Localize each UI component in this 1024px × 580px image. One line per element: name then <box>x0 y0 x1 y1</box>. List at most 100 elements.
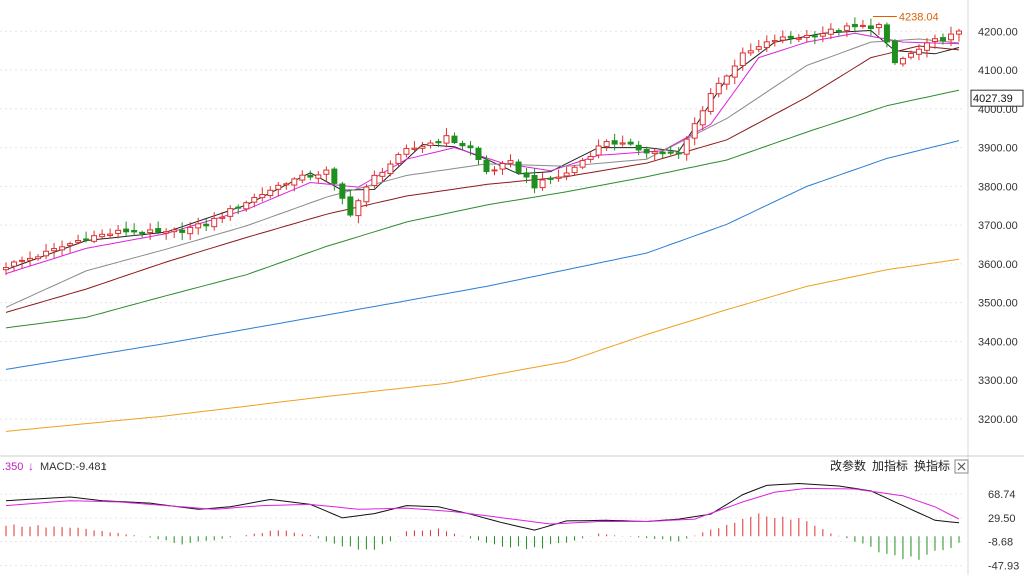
candle[interactable] <box>803 29 810 43</box>
candle[interactable] <box>811 31 818 45</box>
candlesticks[interactable] <box>3 17 962 276</box>
candle[interactable] <box>763 35 770 52</box>
candle[interactable] <box>707 88 714 115</box>
candle[interactable] <box>11 260 18 271</box>
candle[interactable] <box>883 22 890 48</box>
candle[interactable] <box>755 39 762 53</box>
candle[interactable] <box>347 189 354 218</box>
candle[interactable] <box>819 26 826 43</box>
candle[interactable] <box>499 161 506 175</box>
candle[interactable] <box>723 74 730 90</box>
candle[interactable] <box>323 166 330 182</box>
candle[interactable] <box>867 18 874 36</box>
candle[interactable] <box>956 28 962 42</box>
candle[interactable] <box>739 47 746 71</box>
candle[interactable] <box>619 135 626 147</box>
candle[interactable] <box>523 167 530 184</box>
candle[interactable] <box>363 184 370 207</box>
candle[interactable] <box>395 152 402 167</box>
candle[interactable] <box>827 23 834 40</box>
candle[interactable] <box>387 160 394 177</box>
candle[interactable] <box>635 140 642 155</box>
candle[interactable] <box>451 132 458 145</box>
switch-indicator-button[interactable]: 换指标 <box>914 458 950 473</box>
candle[interactable] <box>275 182 282 196</box>
candle[interactable] <box>171 227 178 238</box>
candle[interactable] <box>355 198 362 224</box>
candle[interactable] <box>35 254 42 261</box>
candle[interactable] <box>667 145 674 156</box>
candle[interactable] <box>315 171 322 184</box>
candle[interactable] <box>59 240 66 256</box>
candle[interactable] <box>795 34 802 43</box>
candle[interactable] <box>91 230 98 244</box>
candle[interactable] <box>659 148 666 159</box>
add-indicator-button[interactable]: 加指标 <box>872 458 908 473</box>
candle[interactable] <box>491 166 498 176</box>
candle[interactable] <box>195 217 202 235</box>
candle[interactable] <box>627 138 634 146</box>
candle[interactable] <box>571 164 578 176</box>
candle[interactable] <box>19 256 26 269</box>
candle[interactable] <box>907 50 914 60</box>
candle[interactable] <box>187 222 194 241</box>
candle[interactable] <box>747 43 754 56</box>
candle[interactable] <box>227 205 234 221</box>
candle[interactable] <box>131 223 138 237</box>
candle[interactable] <box>379 167 386 183</box>
candle[interactable] <box>435 138 442 148</box>
candle[interactable] <box>75 234 82 245</box>
candle[interactable] <box>555 169 562 182</box>
candle[interactable] <box>507 154 514 168</box>
candle[interactable] <box>403 144 410 158</box>
candle[interactable] <box>211 212 218 231</box>
candle[interactable] <box>331 167 338 191</box>
candle[interactable] <box>563 166 570 181</box>
candle[interactable] <box>843 22 850 38</box>
candle[interactable] <box>235 204 242 215</box>
candle[interactable] <box>923 37 930 58</box>
candle[interactable] <box>99 229 106 239</box>
candle[interactable] <box>875 22 882 35</box>
candle[interactable] <box>443 128 450 148</box>
candle[interactable] <box>587 152 594 163</box>
candle[interactable] <box>603 139 610 151</box>
candle[interactable] <box>699 106 706 131</box>
candle[interactable] <box>475 146 482 165</box>
candle[interactable] <box>299 170 306 184</box>
candle[interactable] <box>643 146 650 159</box>
candle[interactable] <box>939 33 946 45</box>
change-param-button[interactable]: 改参数 <box>830 458 866 473</box>
candle[interactable] <box>579 157 586 170</box>
close-icon[interactable] <box>954 459 969 474</box>
candle[interactable] <box>483 155 490 175</box>
candle[interactable] <box>419 141 426 153</box>
candle[interactable] <box>651 148 658 162</box>
candle[interactable] <box>307 170 314 181</box>
candle[interactable] <box>203 218 210 232</box>
candle[interactable] <box>459 140 466 150</box>
candle[interactable] <box>947 26 954 47</box>
candle[interactable] <box>539 172 546 191</box>
candle[interactable] <box>531 168 538 194</box>
candle[interactable] <box>787 31 794 45</box>
candle[interactable] <box>115 224 122 239</box>
candle[interactable] <box>371 170 378 189</box>
candle[interactable] <box>251 193 258 208</box>
candle[interactable] <box>67 241 74 253</box>
candle[interactable] <box>291 177 298 192</box>
candle[interactable] <box>611 133 618 151</box>
candle[interactable] <box>163 228 170 240</box>
candle[interactable] <box>283 182 290 190</box>
candle[interactable] <box>339 181 346 205</box>
candle[interactable] <box>915 44 922 61</box>
candle[interactable] <box>139 230 146 238</box>
candle[interactable] <box>219 212 226 224</box>
candle[interactable] <box>27 251 34 267</box>
candle[interactable] <box>243 200 250 212</box>
candle[interactable] <box>731 59 738 85</box>
candle[interactable] <box>83 231 90 243</box>
candle[interactable] <box>147 223 154 240</box>
